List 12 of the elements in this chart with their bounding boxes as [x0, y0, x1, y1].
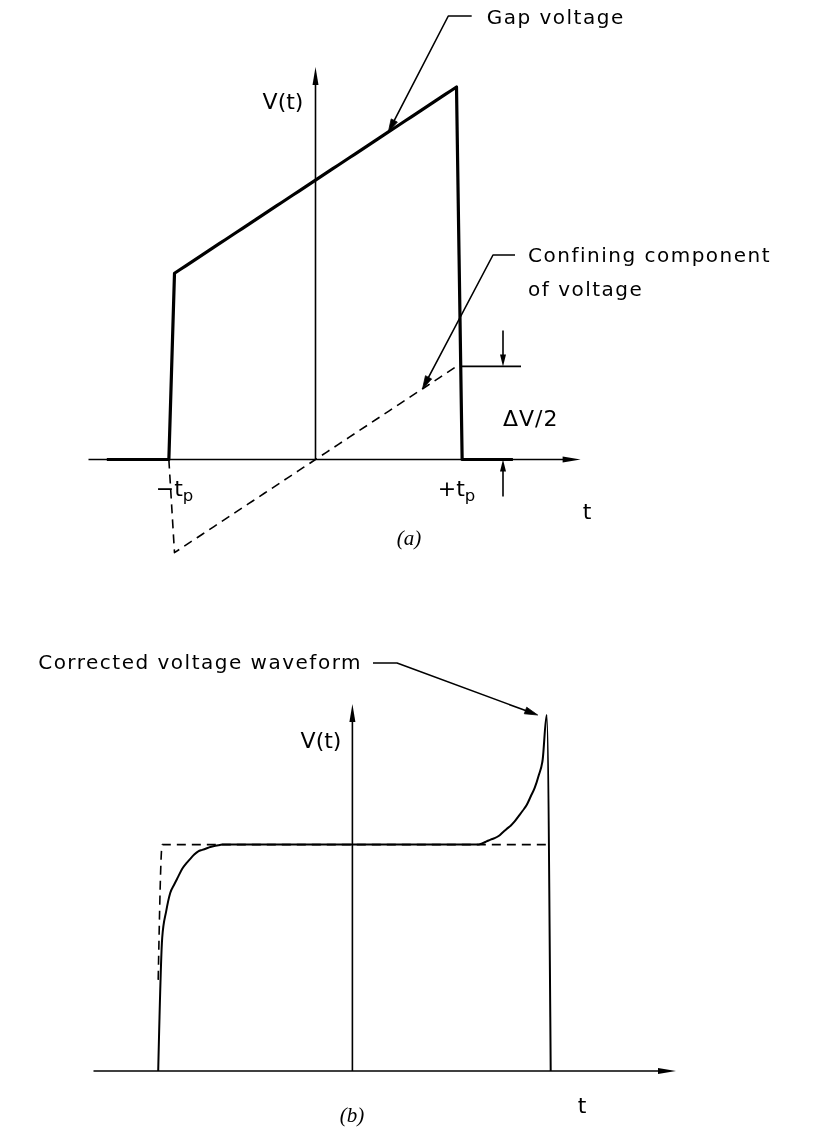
- text: Confining component of voltage: [528, 242, 772, 301]
- x-tick-label: +t$_{p}$: [437, 475, 476, 505]
- x-tick-label: −t$_{p}$: [155, 475, 194, 505]
- annotation: ΔV/2: [503, 405, 559, 431]
- x-axis-title: t: [577, 1093, 587, 1118]
- x-axis-title: t: [582, 499, 592, 524]
- annotation: (a): [396, 525, 422, 550]
- y-axis-title: V(t): [300, 728, 342, 753]
- text: Corrected voltage waveform: [38, 649, 362, 674]
- y-axis-title: V(t): [262, 89, 304, 114]
- text: (b): [339, 1102, 365, 1127]
- text: Gap voltage: [486, 4, 625, 29]
